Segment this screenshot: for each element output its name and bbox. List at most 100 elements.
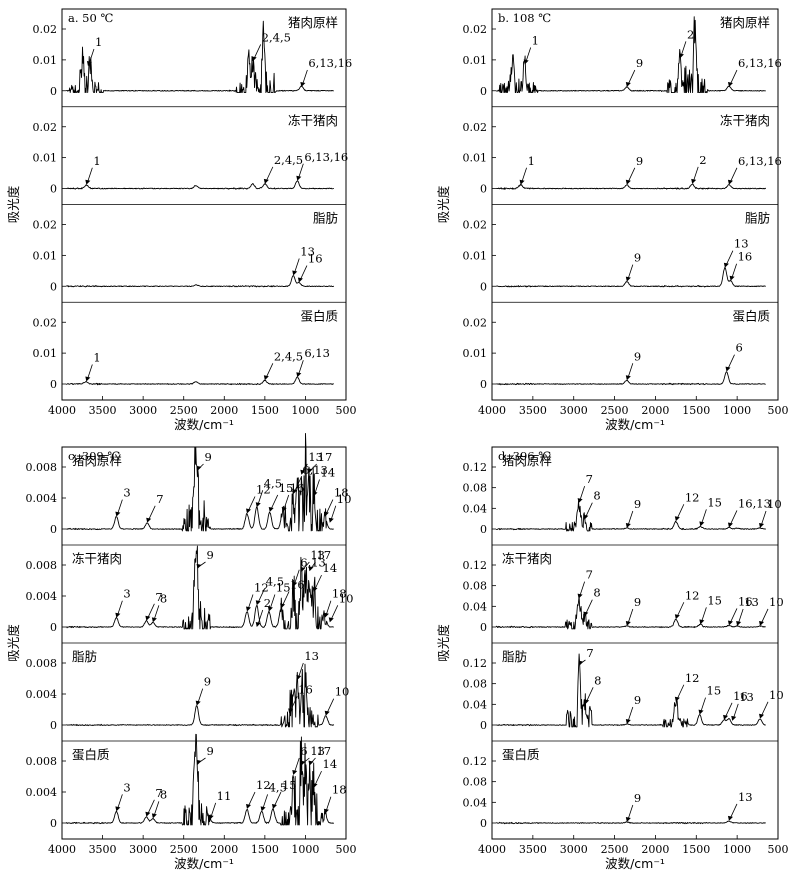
- annotation-arrow: [314, 770, 322, 787]
- peak-label: 1: [528, 154, 535, 168]
- y-tick-label: 0: [480, 378, 487, 391]
- peak-label: 6,13,16: [304, 150, 348, 164]
- annotation-arrowhead: [312, 587, 318, 593]
- annotation-arrowhead: [85, 179, 91, 185]
- y-tick-label: 0: [50, 85, 57, 98]
- annotation-arrow: [729, 69, 738, 86]
- annotation-arrowhead: [328, 617, 334, 623]
- annotation-arrowhead: [151, 813, 157, 819]
- peak-label: 18: [334, 486, 349, 500]
- peak-label: 9: [634, 251, 641, 265]
- peak-label: 16: [290, 481, 305, 495]
- series-name: 蛋白质: [300, 308, 338, 323]
- peak-label: 7: [586, 472, 593, 486]
- annotation-arrowhead: [292, 769, 298, 775]
- peak-label: 6: [300, 744, 307, 758]
- peak-label: 6: [736, 341, 743, 355]
- annotation-arrowhead: [625, 276, 631, 282]
- annotation-arrowhead: [759, 620, 765, 626]
- x-tick-label: 1500: [682, 843, 710, 856]
- peak-label: 10: [337, 492, 352, 506]
- peak-label: 7: [586, 568, 593, 582]
- annotation-arrowhead: [727, 82, 733, 88]
- annotation-arrow: [326, 698, 335, 714]
- y-tick-label: 0.01: [33, 347, 58, 360]
- x-tick-label: 500: [768, 404, 788, 417]
- annotation-arrowhead: [255, 600, 261, 606]
- peak-label: 17: [316, 548, 331, 562]
- annotation-arrowhead: [296, 175, 302, 181]
- peak-label: 7: [155, 590, 162, 604]
- annotation-arrowhead: [625, 82, 631, 88]
- y-tick-label: 0.02: [33, 219, 58, 232]
- annotation-arrow: [325, 796, 332, 812]
- annotation-arrowhead: [307, 468, 313, 474]
- y-tick-label: 0.02: [33, 316, 58, 329]
- y-tick-label: 0: [480, 817, 487, 830]
- peak-label: 15: [276, 581, 291, 595]
- subplot-1: 0 0.01 0.02 猪肉原样 1 9 2 6,13,16: [463, 15, 782, 98]
- annotation-arrowhead: [674, 516, 680, 522]
- y-tick-label: 0.004: [26, 492, 58, 505]
- annotation-arrow: [731, 263, 737, 279]
- annotation-arrowhead: [115, 806, 121, 812]
- subplot-4: 0 0.04 0.08 0.12 蛋白质 9 13: [463, 740, 778, 830]
- annotation-arrowhead: [246, 508, 252, 514]
- annotation-arrow: [116, 499, 123, 515]
- annotation-arrow: [627, 608, 634, 625]
- annotation-arrowhead: [625, 620, 631, 626]
- spectrum-line: [66, 275, 335, 288]
- annotation-arrowhead: [145, 615, 151, 621]
- x-tick-label: 1000: [723, 404, 751, 417]
- peak-label: 17: [318, 450, 333, 464]
- peak-label: 2,4,5: [274, 153, 303, 167]
- annotation-arrow: [627, 69, 636, 86]
- annotation-arrowhead: [727, 522, 733, 528]
- annotation-arrowhead: [577, 498, 583, 504]
- y-tick-label: 0: [480, 719, 487, 732]
- annotation-arrow: [293, 757, 300, 774]
- annotation-arrowhead: [263, 178, 269, 184]
- annotation-arrow: [197, 688, 204, 704]
- peak-label: 18: [332, 587, 347, 601]
- spectrum-line: [495, 653, 766, 728]
- peak-label: 6,13,16: [738, 154, 782, 168]
- x-tick-label: 3000: [560, 843, 588, 856]
- annotation-arrow: [116, 794, 123, 810]
- annotation-arrow: [293, 569, 300, 585]
- y-tick-label: 0.01: [33, 54, 58, 67]
- subplot-4: 0 0.01 0.02 蛋白质 9 6: [463, 301, 778, 391]
- annotation-arrowhead: [300, 760, 306, 766]
- annotation-arrowhead: [263, 375, 269, 381]
- peak-label: 11: [217, 789, 232, 803]
- annotation-arrowhead: [312, 783, 318, 789]
- peak-label: 16: [733, 689, 748, 703]
- peak-label: 16: [738, 250, 753, 264]
- series-name: 蛋白质: [732, 308, 770, 323]
- peak-label: 9: [204, 675, 211, 689]
- annotation-arrow: [299, 265, 308, 281]
- annotation-arrowhead: [691, 178, 697, 184]
- annotation-arrow: [521, 167, 527, 183]
- peak-label: 10: [769, 595, 784, 609]
- annotation-arrow: [700, 509, 707, 525]
- peak-label: 16: [738, 594, 753, 608]
- peak-label: 9: [634, 497, 641, 511]
- peak-label: 13: [734, 237, 749, 251]
- annotation-arrow: [247, 791, 256, 808]
- y-tick-label: 0.02: [463, 316, 488, 329]
- x-tick-label: 2500: [170, 404, 198, 417]
- series-name: 脂肪: [502, 649, 527, 664]
- y-axis-label: 吸光度: [436, 624, 451, 662]
- peak-label: 6,13,16: [308, 56, 352, 70]
- annotation-arrow: [297, 360, 304, 376]
- y-tick-label: 0.08: [463, 678, 488, 691]
- annotation-arrow: [88, 48, 95, 65]
- peak-label: 10: [335, 685, 350, 699]
- annotation-arrowhead: [300, 82, 306, 88]
- annotation-arrow: [627, 264, 634, 280]
